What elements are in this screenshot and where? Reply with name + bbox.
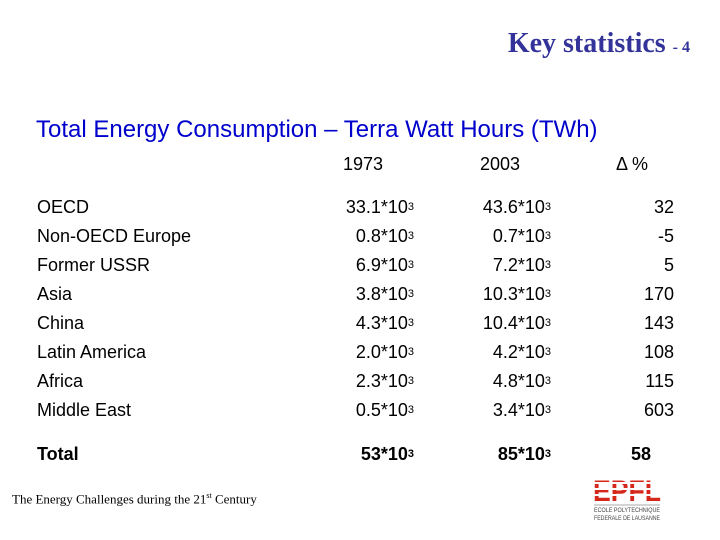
value-2003: 3.4*103 — [492, 400, 551, 420]
slide-title: Key statistics - 4 — [508, 28, 690, 60]
value-1973: 3.8*103 — [355, 284, 414, 304]
value-2003: 7.2*103 — [492, 255, 551, 275]
value-2003: 10.3*103 — [482, 284, 551, 304]
value-delta: 603 — [643, 400, 674, 420]
value-delta: 143 — [643, 313, 674, 333]
value-2003: 4.2*103 — [492, 342, 551, 362]
column-header-1973: 1973 — [343, 154, 384, 174]
value-delta: 108 — [643, 342, 674, 362]
value-2003: 4.8*103 — [492, 371, 551, 391]
value-2003: 10.4*103 — [482, 313, 551, 333]
value-1973: 4.3*103 — [355, 313, 414, 333]
value-2003: 0.7*103 — [492, 226, 551, 246]
slide-number: - 4 — [672, 39, 690, 56]
row-region: Former USSR — [37, 255, 151, 275]
column-header-delta: Δ % — [616, 154, 649, 174]
title-text: Key statistics — [507, 28, 666, 59]
value-1973: 0.5*103 — [355, 400, 414, 420]
value-1973: 6.9*103 — [355, 255, 414, 275]
total-2003: 85*103 — [497, 444, 551, 464]
value-1973: 2.0*103 — [355, 342, 414, 362]
row-region: Asia — [37, 284, 73, 304]
value-1973: 0.8*103 — [355, 226, 414, 246]
value-1973: 33.1*103 — [345, 197, 414, 217]
value-delta: -5 — [657, 226, 674, 246]
epfl-logo: EPFL ECOLE POLYTECHNIQUE FEDERALE DE LAU… — [588, 472, 666, 522]
footer-text: The Energy Challenges during the 21st Ce… — [12, 491, 257, 507]
value-delta: 170 — [643, 284, 674, 304]
total-1973: 53*103 — [360, 444, 414, 464]
row-region: Non-OECD Europe — [37, 226, 192, 246]
row-region: China — [37, 313, 85, 333]
svg-text:FEDERALE DE LAUSANNE: FEDERALE DE LAUSANNE — [594, 516, 660, 522]
value-1973: 2.3*103 — [355, 371, 414, 391]
value-2003: 43.6*103 — [482, 197, 551, 217]
total-label: Total — [37, 444, 79, 464]
column-header-2003: 2003 — [480, 154, 521, 174]
row-region: Latin America — [37, 342, 147, 362]
svg-text:ECOLE POLYTECHNIQUE: ECOLE POLYTECHNIQUE — [594, 508, 660, 514]
svg-text:EPFL: EPFL — [593, 475, 661, 508]
row-region: Africa — [37, 371, 84, 391]
value-delta: 32 — [653, 197, 674, 217]
total-delta: 58 — [630, 444, 651, 464]
epfl-logo-graphic: EPFL ECOLE POLYTECHNIQUE FEDERALE DE LAU… — [592, 475, 662, 522]
value-delta: 115 — [645, 371, 674, 391]
value-delta: 5 — [663, 255, 674, 275]
row-region: Middle East — [37, 400, 132, 420]
row-region: OECD — [37, 197, 90, 217]
table-subtitle: Total Energy Consumption – Terra Watt Ho… — [36, 116, 598, 143]
